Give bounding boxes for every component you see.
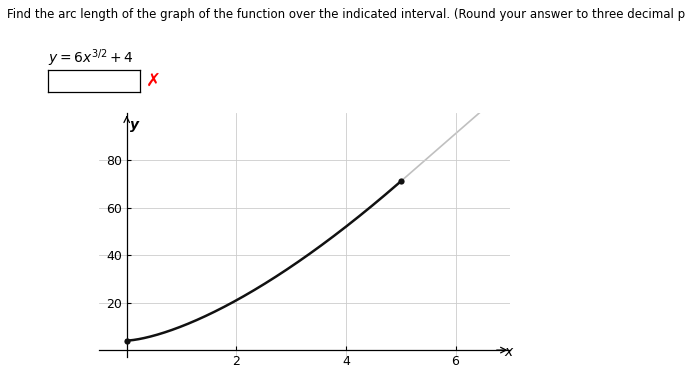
Text: ✗: ✗ — [146, 72, 161, 90]
Text: y: y — [130, 118, 140, 132]
Text: x: x — [505, 345, 513, 359]
Text: Find the arc length of the graph of the function over the indicated interval. (R: Find the arc length of the graph of the … — [7, 8, 685, 21]
Text: $y = 6x^{3/2} + 4$: $y = 6x^{3/2} + 4$ — [48, 47, 134, 68]
